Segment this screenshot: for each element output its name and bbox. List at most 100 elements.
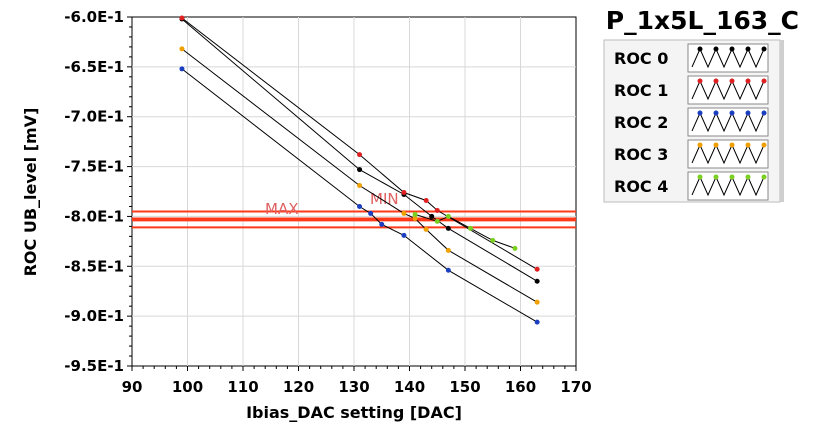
axis-layer: 90 100 110 120 130 140 150 160 170 -6.0E-1 -6.5E-1… bbox=[64, 8, 591, 396]
data-point bbox=[179, 15, 185, 21]
data-point bbox=[512, 245, 518, 251]
legend-marker bbox=[713, 46, 719, 52]
x-tick-label: 120 bbox=[283, 378, 314, 396]
x-tick-label: 160 bbox=[505, 378, 536, 396]
data-point bbox=[534, 319, 540, 325]
data-point bbox=[445, 267, 451, 273]
y-tick-label: -9.0E-1 bbox=[64, 307, 124, 325]
legend-marker bbox=[761, 174, 767, 180]
data-point bbox=[357, 167, 363, 173]
data-point bbox=[368, 210, 374, 216]
data-point bbox=[534, 278, 540, 284]
x-tick-label: 100 bbox=[172, 378, 203, 396]
x-tick-label: 130 bbox=[338, 378, 369, 396]
data-point bbox=[423, 197, 429, 203]
series-line bbox=[414, 213, 516, 249]
y-tick-label: -9.5E-1 bbox=[64, 357, 124, 375]
data-point bbox=[434, 207, 440, 213]
legend-marker bbox=[745, 174, 751, 180]
grid-layer bbox=[132, 17, 576, 366]
data-point bbox=[534, 266, 540, 272]
legend-marker bbox=[713, 174, 719, 180]
data-point bbox=[468, 225, 474, 231]
legend-marker bbox=[729, 142, 735, 148]
y-tick-label: -7.5E-1 bbox=[64, 158, 124, 176]
series-3 bbox=[179, 46, 540, 305]
x-tick-label: 140 bbox=[394, 378, 425, 396]
series-layer bbox=[179, 15, 540, 325]
data-point bbox=[490, 237, 496, 243]
data-point bbox=[445, 225, 451, 231]
legend-swatch-line bbox=[691, 175, 765, 197]
legend-label: ROC 3 bbox=[614, 145, 668, 164]
legend-marker bbox=[697, 174, 703, 180]
legend-marker bbox=[761, 110, 767, 116]
x-tick-label: 150 bbox=[449, 378, 480, 396]
legend-marker bbox=[745, 46, 751, 52]
series-2 bbox=[179, 66, 540, 325]
data-point bbox=[401, 210, 407, 216]
legend-swatch-line bbox=[691, 47, 765, 69]
y-tick-label: -6.5E-1 bbox=[64, 58, 124, 76]
legend-label: ROC 2 bbox=[614, 113, 668, 132]
data-point bbox=[445, 213, 451, 219]
data-point bbox=[357, 183, 363, 189]
series-line bbox=[181, 17, 538, 270]
data-point bbox=[412, 215, 418, 221]
x-tick-label: 170 bbox=[560, 378, 591, 396]
legend-label: ROC 1 bbox=[614, 81, 668, 100]
legend-marker bbox=[761, 142, 767, 148]
legend-marker bbox=[761, 78, 767, 84]
legend-marker bbox=[697, 110, 703, 116]
chart-title: P_1x5L_163_C bbox=[606, 6, 799, 35]
data-point bbox=[401, 232, 407, 238]
y-tick-label: -6.0E-1 bbox=[64, 8, 124, 26]
legend-marker bbox=[745, 110, 751, 116]
legend: ROC 0 ROC 1 ROC 2 ROC 3 ROC 4 bbox=[603, 39, 784, 203]
y-tick-label: -8.0E-1 bbox=[64, 207, 124, 225]
legend-swatch-line bbox=[691, 143, 765, 165]
data-point bbox=[423, 226, 429, 232]
data-point bbox=[357, 203, 363, 209]
data-point bbox=[412, 211, 418, 217]
legend-marker bbox=[745, 78, 751, 84]
data-point bbox=[357, 152, 363, 158]
data-point bbox=[429, 213, 435, 219]
legend-marker bbox=[713, 142, 719, 148]
data-point bbox=[179, 66, 185, 72]
series-line bbox=[181, 18, 538, 282]
reference-line-layer: MAX MIN bbox=[132, 190, 576, 229]
legend-marker bbox=[713, 110, 719, 116]
legend-swatch-line bbox=[691, 79, 765, 101]
data-point bbox=[379, 221, 385, 227]
series-1 bbox=[179, 15, 540, 272]
legend-marker bbox=[697, 78, 703, 84]
data-point bbox=[434, 218, 440, 224]
legend-label: ROC 4 bbox=[614, 177, 668, 196]
legend-marker bbox=[729, 78, 735, 84]
x-tick-label: 90 bbox=[122, 378, 143, 396]
reference-label-min: MIN bbox=[370, 190, 399, 208]
legend-marker bbox=[713, 78, 719, 84]
legend-marker bbox=[729, 46, 735, 52]
y-axis-title: ROC UB_level [mV] bbox=[21, 108, 40, 277]
reference-label-max: MAX bbox=[265, 200, 298, 218]
x-axis-title: Ibias_DAC setting [DAC] bbox=[246, 403, 462, 422]
data-point bbox=[179, 46, 185, 52]
x-tick-label: 110 bbox=[227, 378, 258, 396]
legend-label: ROC 0 bbox=[614, 49, 668, 68]
series-4 bbox=[412, 211, 518, 251]
legend-marker bbox=[729, 110, 735, 116]
legend-marker bbox=[745, 142, 751, 148]
legend-marker bbox=[697, 46, 703, 52]
legend-marker bbox=[697, 142, 703, 148]
y-tick-label: -7.0E-1 bbox=[64, 108, 124, 126]
legend-shadow bbox=[780, 40, 784, 202]
legend-marker bbox=[729, 174, 735, 180]
data-point bbox=[534, 299, 540, 305]
data-point bbox=[445, 247, 451, 253]
legend-marker bbox=[761, 46, 767, 52]
y-tick-label: -8.5E-1 bbox=[64, 257, 124, 275]
